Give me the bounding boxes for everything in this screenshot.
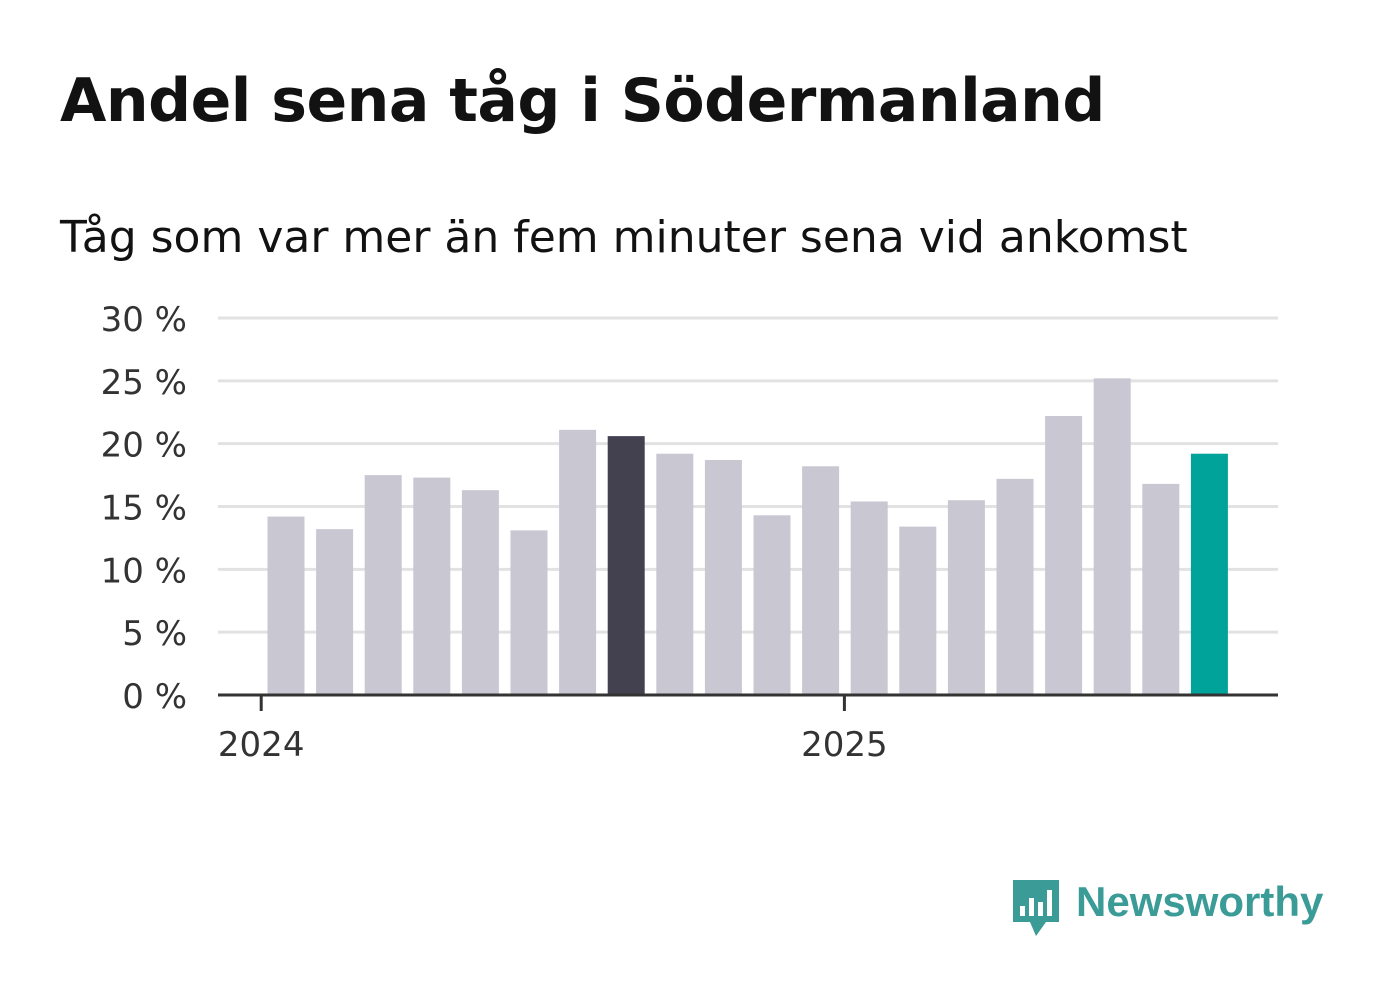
y-tick-label: 10 %	[101, 551, 187, 591]
newsworthy-logo-icon	[1013, 880, 1059, 936]
bar-2025-05: 2025-05: 17.2 %	[996, 478, 1034, 695]
y-tick-label: 0 %	[122, 677, 187, 717]
y-axis-labels: 0 % 5 % 10 % 15 % 20 % 25 % 30 %	[101, 300, 187, 717]
y-tick-label: 30 %	[101, 300, 187, 340]
y-tick-label: 20 %	[101, 426, 187, 466]
bar-2025-02: 2025-02: 15.4 %	[850, 501, 888, 695]
y-tick-label: 5 %	[122, 614, 187, 654]
bar-2025-03: 2025-03: 13.4 %	[899, 526, 937, 695]
x-axis: 2024 2025	[218, 693, 1278, 765]
bar-2024-05: 2024-05: 17.3 %	[413, 477, 451, 695]
bar-2024-03: 2024-03: 13.2 %	[316, 529, 354, 695]
bar-2024-09: 2024-09: 20.6 %	[607, 436, 645, 695]
x-tick-label: 2025	[801, 725, 888, 765]
bar-2024-10: 2024-10: 19.2 %	[656, 453, 694, 695]
bar-2025-06: 2025-06: 22.2 %	[1045, 416, 1083, 695]
bar-2025-08: 2025-08: 16.8 %	[1142, 483, 1180, 695]
newsworthy-logo: Newsworthy	[1010, 878, 1323, 940]
bar-2024-04: 2024-04: 17.5 %	[364, 475, 402, 695]
y-tick-label: 25 %	[101, 363, 187, 403]
bar-2025-01: 2025-01: 18.2 %	[802, 466, 840, 695]
bar-2024-02: 2024-02: 14.2 %	[267, 516, 305, 695]
bar-2025-09: 2025-09: 19.2 %	[1190, 453, 1228, 695]
bar-2024-08: 2024-08: 21.1 %	[559, 429, 597, 695]
bar-2024-12: 2024-12: 14.3 %	[753, 515, 791, 695]
bar-2024-07: 2024-07: 13.1 %	[510, 530, 548, 695]
bar-2025-07: 2025-07: 25.2 %	[1093, 378, 1131, 695]
bar-2024-11: 2024-11: 18.7 %	[704, 460, 742, 695]
y-tick-label: 15 %	[101, 489, 187, 529]
x-tick-label: 2024	[218, 725, 305, 765]
chart-title: Andel sena tåg i Södermanland	[60, 66, 1105, 136]
bar-2025-04: 2025-04: 15.5 %	[947, 500, 985, 695]
bar-2024-06: 2024-06: 16.3 %	[461, 490, 499, 695]
chart-subtitle: Tåg som var mer än fem minuter sena vid …	[60, 212, 1188, 263]
newsworthy-wordmark: Newsworthy	[1076, 878, 1324, 925]
bars: 2024-02: 14.2 % 2024-03: 13.2 % 2024-04: 1…	[267, 378, 1228, 695]
